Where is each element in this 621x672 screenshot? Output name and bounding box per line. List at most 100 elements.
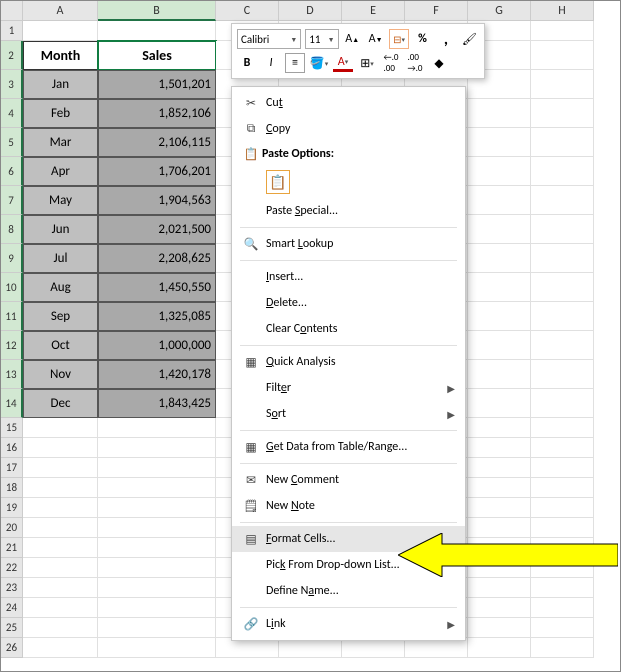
row-header-4[interactable]: 4 [1,99,23,128]
cell-sales[interactable]: 1,904,563 [98,186,216,215]
cell[interactable] [342,638,405,658]
cell-month[interactable]: Nov [23,360,98,389]
cell[interactable] [531,128,594,157]
menu-item-delete[interactable]: Delete... [232,290,465,316]
cell[interactable] [98,21,216,41]
cell[interactable] [405,638,468,658]
percent-icon[interactable]: % [413,29,432,49]
cell[interactable] [468,186,531,215]
row-header-19[interactable]: 19 [1,498,23,518]
cell[interactable] [216,638,279,658]
cell-sales[interactable]: 1,501,201 [98,70,216,99]
clear-format-icon[interactable]: ◆ [429,53,449,73]
row-header-12[interactable]: 12 [1,331,23,360]
menu-item-paste-special[interactable]: Paste Special... [232,198,465,224]
cell-month[interactable]: May [23,186,98,215]
row-header-8[interactable]: 8 [1,215,23,244]
menu-item-get-data-from-table-range[interactable]: ▦Get Data from Table/Range... [232,434,465,460]
cell[interactable] [98,498,216,518]
cell[interactable] [531,498,594,518]
cell[interactable] [98,438,216,458]
cell-sales[interactable]: 2,021,500 [98,215,216,244]
menu-item-insert[interactable]: Insert... [232,264,465,290]
cell-month[interactable]: Mar [23,128,98,157]
cell[interactable] [468,331,531,360]
borders-icon[interactable]: ⊞▾ [357,53,377,73]
cell[interactable] [23,578,98,598]
header-month[interactable]: Month [23,41,98,70]
cell[interactable] [468,360,531,389]
cell[interactable] [98,558,216,578]
cell[interactable] [531,21,594,41]
decrease-decimal-icon[interactable]: .00→.0 [405,53,425,73]
cell[interactable] [531,418,594,438]
menu-item-copy[interactable]: ⧉Copy [232,116,465,142]
menu-item-new-note[interactable]: 🗒New Note [232,493,465,519]
cell[interactable] [468,438,531,458]
cell[interactable] [531,638,594,658]
menu-item-link[interactable]: 🔗Link▶ [232,611,465,637]
column-header-H[interactable]: H [531,1,594,21]
cell[interactable] [531,244,594,273]
cell[interactable] [468,598,531,618]
cell-month[interactable]: Apr [23,157,98,186]
row-header-17[interactable]: 17 [1,458,23,478]
menu-item-quick-analysis[interactable]: ▦Quick Analysis [232,349,465,375]
row-header-3[interactable]: 3 [1,70,23,99]
font-decrease-icon[interactable]: A▼ [366,29,385,49]
font-increase-icon[interactable]: A▲ [343,29,362,49]
font-color-icon[interactable]: A▾ [333,55,353,72]
cell[interactable] [23,438,98,458]
select-all-corner[interactable] [1,1,23,21]
cell-month[interactable]: Jan [23,70,98,99]
cell[interactable] [23,498,98,518]
cell[interactable] [98,478,216,498]
cell-sales[interactable]: 1,000,000 [98,331,216,360]
font-name-select[interactable]: Calibri▼ [237,29,301,49]
cell[interactable] [468,128,531,157]
cell[interactable] [23,458,98,478]
cell[interactable] [279,638,342,658]
row-header-21[interactable]: 21 [1,538,23,558]
cell[interactable] [531,99,594,128]
paste-icon[interactable]: 📋 [266,170,290,194]
cell[interactable] [468,273,531,302]
row-header-13[interactable]: 13 [1,360,23,389]
column-header-C[interactable]: C [216,1,279,21]
cell[interactable] [23,638,98,658]
number-format-icon[interactable]: ⊟▾ [389,29,408,49]
cell[interactable] [531,41,594,70]
cell-month[interactable]: Jul [23,244,98,273]
cell[interactable] [531,478,594,498]
cell[interactable] [531,438,594,458]
cell[interactable] [468,498,531,518]
column-header-B[interactable]: B [98,1,216,21]
cell-month[interactable]: Jun [23,215,98,244]
cell-sales[interactable]: 2,208,625 [98,244,216,273]
row-header-22[interactable]: 22 [1,558,23,578]
cell[interactable] [98,598,216,618]
cell-month[interactable]: Oct [23,331,98,360]
cell[interactable] [468,618,531,638]
cell[interactable] [531,215,594,244]
cell-month[interactable]: Dec [23,389,98,418]
menu-item-new-comment[interactable]: ✉New Comment [232,467,465,493]
cell[interactable] [468,389,531,418]
cell[interactable] [531,302,594,331]
fill-color-icon[interactable]: 🪣▾ [309,53,329,73]
row-header-18[interactable]: 18 [1,478,23,498]
cell[interactable] [23,418,98,438]
cell[interactable] [531,389,594,418]
column-header-D[interactable]: D [279,1,342,21]
comma-icon[interactable]: , [436,29,455,49]
cell[interactable] [23,538,98,558]
column-header-A[interactable]: A [23,1,98,21]
align-center-icon[interactable]: ≡ [285,53,305,73]
menu-item-clear-contents[interactable]: Clear Contents [232,316,465,342]
cell[interactable] [23,478,98,498]
row-header-11[interactable]: 11 [1,302,23,331]
row-header-6[interactable]: 6 [1,157,23,186]
cell[interactable] [23,558,98,578]
cell[interactable] [531,458,594,478]
header-sales[interactable]: Sales [98,41,216,70]
